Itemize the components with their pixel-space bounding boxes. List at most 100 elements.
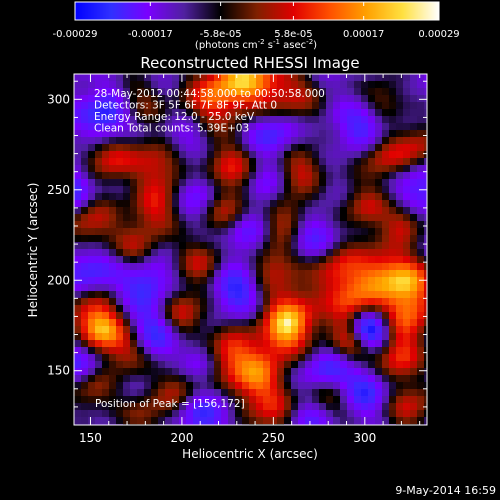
- heatmap-cell: [263, 130, 271, 138]
- heatmap-cell: [81, 102, 89, 110]
- heatmap-cell: [305, 263, 313, 271]
- heatmap-cell: [263, 368, 271, 376]
- heatmap-cell: [221, 186, 229, 194]
- heatmap-cell: [137, 347, 145, 355]
- heatmap-cell: [410, 312, 418, 320]
- heatmap-cell: [200, 130, 208, 138]
- heatmap-cell: [81, 319, 89, 327]
- heatmap-cell: [333, 123, 341, 131]
- heatmap-cell: [298, 347, 306, 355]
- heatmap-cell: [298, 207, 306, 215]
- heatmap-cell: [116, 312, 124, 320]
- heatmap-cell: [200, 186, 208, 194]
- heatmap-cell: [228, 375, 236, 383]
- heatmap-cell: [116, 200, 124, 208]
- heatmap-cell: [123, 109, 131, 117]
- heatmap-cell: [424, 214, 427, 222]
- heatmap-cell: [347, 116, 355, 124]
- heatmap-cell: [361, 130, 369, 138]
- heatmap-cell: [396, 305, 404, 313]
- heatmap-cell: [417, 165, 425, 173]
- heatmap-cell: [165, 116, 173, 124]
- heatmap-cell: [144, 179, 152, 187]
- heatmap-cell: [305, 95, 313, 103]
- heatmap-cell: [410, 333, 418, 341]
- heatmap-cell: [207, 186, 215, 194]
- heatmap-cell: [172, 284, 180, 292]
- heatmap-cell: [410, 235, 418, 243]
- heatmap-cell: [221, 368, 229, 376]
- heatmap-cell: [256, 123, 264, 131]
- heatmap-cell: [193, 291, 201, 299]
- heatmap-cell: [389, 151, 397, 159]
- heatmap-cell: [81, 95, 89, 103]
- heatmap-cell: [389, 326, 397, 334]
- heatmap-cell: [284, 130, 292, 138]
- heatmap-cell: [193, 214, 201, 222]
- heatmap-cell: [312, 403, 320, 411]
- heatmap-cell: [123, 179, 131, 187]
- heatmap-cell: [368, 263, 376, 271]
- heatmap-cell: [354, 382, 362, 390]
- heatmap-cell: [403, 130, 411, 138]
- heatmap-cell: [214, 326, 222, 334]
- heatmap-cell: [284, 382, 292, 390]
- heatmap-cell: [382, 270, 390, 278]
- heatmap-cell: [354, 179, 362, 187]
- heatmap-cell: [403, 116, 411, 124]
- heatmap-cell: [95, 417, 103, 425]
- heatmap-cell: [207, 326, 215, 334]
- heatmap-cell: [242, 326, 250, 334]
- heatmap-cell: [340, 81, 348, 89]
- heatmap-cell: [396, 172, 404, 180]
- heatmap-cell: [382, 347, 390, 355]
- heatmap-cell: [109, 256, 117, 264]
- heatmap-cell: [214, 74, 222, 82]
- heatmap-cell: [144, 81, 152, 89]
- heatmap-cell: [186, 333, 194, 341]
- heatmap-cell: [305, 368, 313, 376]
- heatmap-cell: [417, 179, 425, 187]
- heatmap-cell: [305, 396, 313, 404]
- heatmap-cell: [354, 193, 362, 201]
- heatmap-cell: [354, 81, 362, 89]
- heatmap-cell: [277, 137, 285, 145]
- heatmap-cell: [424, 172, 427, 180]
- heatmap-cell: [340, 312, 348, 320]
- heatmap-cell: [347, 270, 355, 278]
- heatmap-cell: [242, 305, 250, 313]
- heatmap-cell: [186, 263, 194, 271]
- heatmap-cell: [109, 200, 117, 208]
- heatmap-cell: [354, 263, 362, 271]
- heatmap-cell: [242, 235, 250, 243]
- heatmap-cell: [165, 410, 173, 418]
- heatmap-cell: [284, 151, 292, 159]
- heatmap-cell: [298, 333, 306, 341]
- heatmap-cell: [95, 375, 103, 383]
- heatmap-cell: [389, 396, 397, 404]
- heatmap-cell: [284, 116, 292, 124]
- heatmap-cell: [242, 95, 250, 103]
- heatmap-cell: [417, 270, 425, 278]
- heatmap-cell: [221, 81, 229, 89]
- heatmap-cell: [354, 186, 362, 194]
- heatmap-cell: [291, 186, 299, 194]
- heatmap-cell: [179, 340, 187, 348]
- heatmap-cell: [116, 165, 124, 173]
- heatmap-cell: [368, 165, 376, 173]
- heatmap-cell: [319, 88, 327, 96]
- heatmap-cell: [347, 277, 355, 285]
- heatmap-cell: [256, 74, 264, 82]
- heatmap-cell: [403, 340, 411, 348]
- heatmap-cell: [165, 382, 173, 390]
- heatmap-cell: [137, 277, 145, 285]
- heatmap-cell: [228, 151, 236, 159]
- heatmap-cell: [116, 151, 124, 159]
- heatmap-cell: [221, 333, 229, 341]
- heatmap-cell: [144, 284, 152, 292]
- heatmap-cell: [235, 340, 243, 348]
- heatmap-cell: [151, 228, 159, 236]
- heatmap-cell: [242, 81, 250, 89]
- heatmap-cell: [256, 207, 264, 215]
- heatmap-cell: [165, 235, 173, 243]
